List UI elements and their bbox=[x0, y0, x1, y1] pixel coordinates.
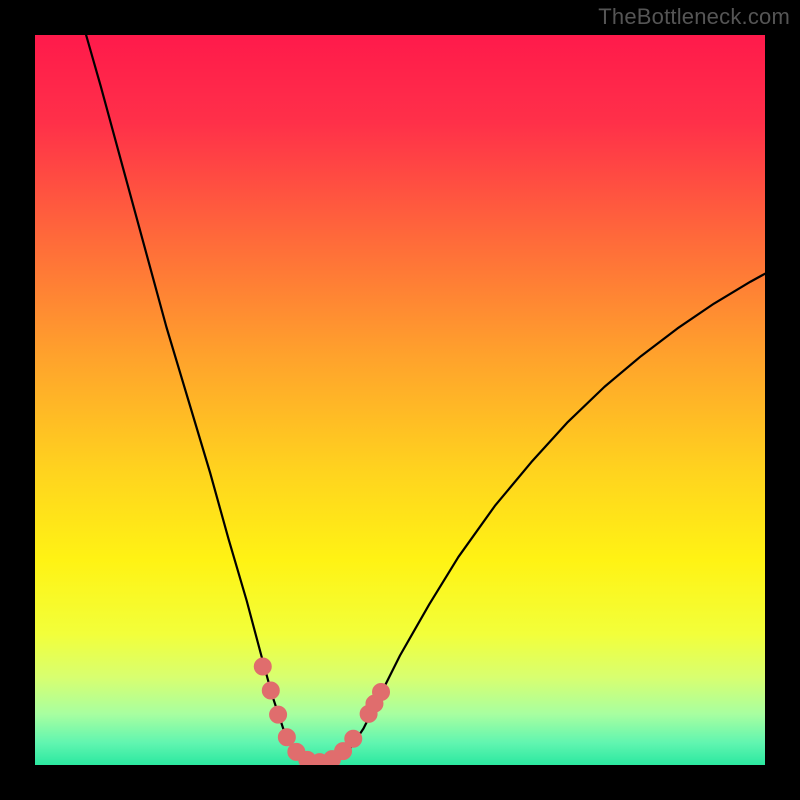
bottleneck-curve bbox=[86, 35, 765, 764]
plot-area bbox=[35, 35, 765, 765]
valley-marker bbox=[278, 729, 295, 746]
chart-container: { "watermark": { "text": "TheBottleneck.… bbox=[0, 0, 800, 800]
valley-marker bbox=[254, 658, 271, 675]
valley-marker bbox=[262, 682, 279, 699]
curve-svg bbox=[35, 35, 765, 765]
valley-marker bbox=[270, 706, 287, 723]
watermark-text: TheBottleneck.com bbox=[598, 4, 790, 30]
valley-marker bbox=[345, 730, 362, 747]
valley-marker bbox=[373, 684, 390, 701]
